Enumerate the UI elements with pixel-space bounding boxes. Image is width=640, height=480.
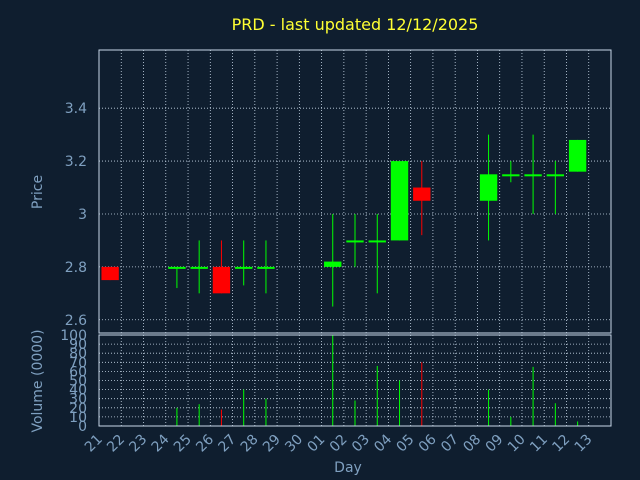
volume-axis-label: Volume (0000) [30, 329, 46, 432]
price-tick-label: 3 [78, 207, 87, 223]
candle-body [235, 266, 253, 269]
x-tick-labels: 2122232425262728293001020304050607080910… [82, 431, 596, 455]
candle-body [413, 187, 431, 201]
x-tick-label: 02 [327, 432, 351, 456]
x-tick-label: 04 [371, 431, 395, 455]
candle-body [257, 266, 275, 269]
x-tick-label: 27 [215, 432, 239, 456]
volume-tick-label: 90 [69, 337, 87, 353]
x-tick-label: 01 [305, 432, 329, 456]
candle-body [390, 161, 409, 241]
candle-body [502, 174, 520, 177]
candle-body [190, 266, 208, 269]
x-tick-label: 25 [171, 432, 195, 456]
price-tick-label: 3.4 [65, 101, 87, 117]
x-tick-label: 22 [104, 432, 128, 456]
volume-tick-label: 80 [69, 346, 87, 362]
volume-plot-frame [98, 334, 612, 427]
candle-body [168, 266, 186, 269]
candle-body [546, 174, 565, 177]
volume-tick-label: 60 [69, 364, 87, 380]
x-tick-label: 29 [260, 432, 284, 456]
x-tick-label: 24 [149, 431, 173, 455]
candle-body [524, 174, 542, 177]
volume-tick-label: 40 [69, 383, 87, 399]
candle-body [324, 261, 342, 267]
x-tick-label: 12 [549, 432, 573, 456]
x-tick-label: 26 [193, 431, 217, 455]
candle-body [568, 139, 587, 172]
x-tick-label: 23 [126, 432, 150, 456]
volume-gridlines [98, 334, 612, 427]
volume-tick-label: 20 [69, 401, 87, 417]
volume-bars [176, 335, 579, 426]
x-tick-label: 08 [460, 432, 484, 456]
volume-tick-label: 100 [60, 328, 87, 344]
x-tick-label: 05 [394, 432, 418, 456]
volume-tick-label: 10 [69, 410, 87, 426]
price-plot-frame [98, 49, 612, 334]
volume-tick-label: 0 [78, 419, 87, 435]
candle-body [101, 266, 119, 281]
volume-tick-label: 50 [69, 374, 87, 390]
x-tick-label: 07 [438, 432, 462, 456]
x-tick-label: 28 [238, 432, 262, 456]
price-tick-label: 2.6 [65, 313, 87, 329]
x-tick-label: 06 [416, 431, 440, 455]
price-tick-label: 3.2 [65, 154, 87, 170]
candles [101, 134, 587, 307]
x-tick-label: 03 [349, 432, 373, 456]
x-tick-label: 10 [505, 432, 529, 456]
candle-body [212, 266, 231, 294]
volume-tick-label: 70 [69, 355, 87, 371]
x-tick-label: 13 [572, 432, 596, 456]
x-tick-label: 11 [527, 432, 551, 456]
candle-body [346, 240, 364, 243]
x-tick-label: 21 [82, 432, 106, 456]
candle-body [368, 240, 386, 243]
price-tick-labels: 2.6 2.8 3 3.2 3.4 [65, 101, 87, 329]
x-tick-label: 30 [282, 432, 306, 456]
price-axis-label: Price [30, 175, 46, 209]
volume-tick-label: 30 [69, 392, 87, 408]
x-tick-label: 09 [483, 432, 507, 456]
chart-title: PRD - last updated 12/12/2025 [232, 15, 479, 34]
price-tick-label: 2.8 [65, 260, 87, 276]
price-gridlines [98, 50, 612, 333]
x-axis-label: Day [334, 460, 362, 476]
candle-body [479, 174, 498, 201]
